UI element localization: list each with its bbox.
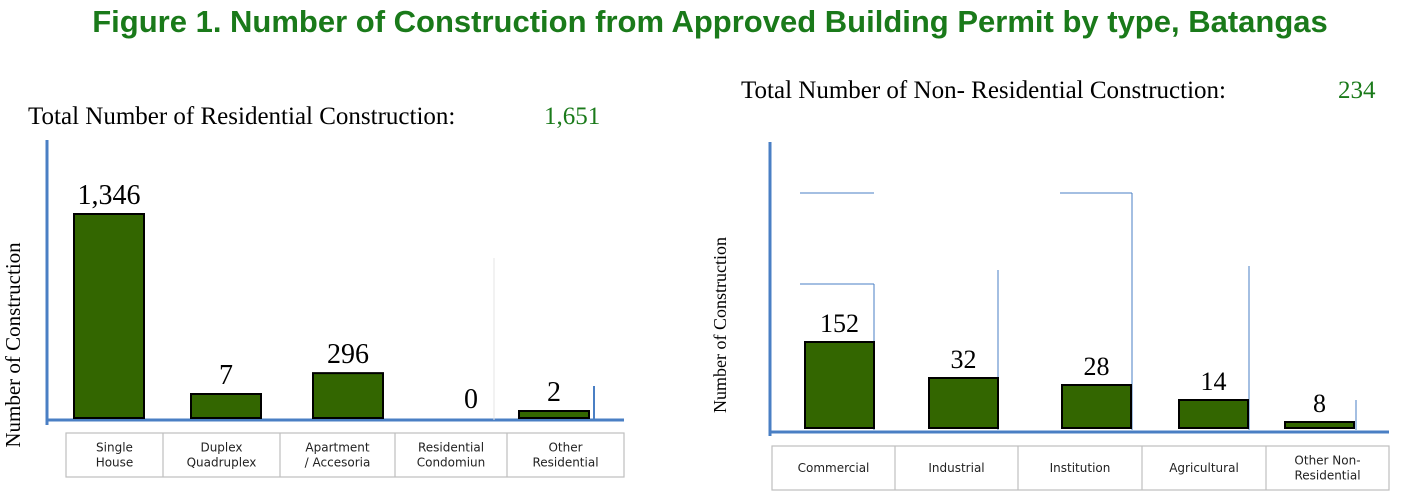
residential-value-label-other-residential: 2 — [547, 377, 561, 408]
residential-category-table-frame — [65, 432, 625, 478]
nonresidential-bars: 152 32 28 14 8 — [804, 309, 1355, 429]
residential-category-label: / Accesoria — [305, 456, 371, 470]
figure-title: Figure 1. Number of Construction from Ap… — [92, 4, 1328, 39]
residential-bar-duplex-quadruplex — [190, 393, 262, 419]
nonresidential-category-label: Commercial — [798, 461, 870, 475]
residential-total-value: 1,651 — [544, 103, 600, 130]
residential-value-label-duplex-quadruplex: 7 — [219, 360, 233, 391]
residential-category-label: Condomiun — [417, 456, 486, 470]
nonresidential-bar-industrial — [928, 377, 999, 429]
nonresidential-category-label: Industrial — [928, 461, 984, 475]
residential-bars: 1,346 7 296 0 2 — [73, 180, 590, 419]
nonresidential-bar-institution — [1061, 384, 1132, 429]
nonresidential-category-label: Residential — [1294, 469, 1360, 483]
residential-category-label: Duplex — [200, 441, 242, 455]
residential-category-label: Residential — [532, 456, 598, 470]
residential-bar-other-residential — [518, 410, 590, 419]
nonresidential-category-label: Other Non- — [1294, 454, 1360, 468]
residential-category-label: Single — [96, 441, 133, 455]
nonresidential-bar-agricultural — [1178, 399, 1249, 429]
residential-value-label-residential-condomiun: 0 — [464, 384, 478, 415]
residential-value-label-apartment-accesoria: 296 — [327, 339, 369, 370]
nonresidential-value-label-agricultural: 14 — [1201, 367, 1227, 396]
residential-category-label: Residential — [418, 441, 484, 455]
residential-bar-single-house — [73, 213, 145, 419]
residential-category-label: House — [96, 456, 134, 470]
residential-value-label-single-house: 1,346 — [78, 180, 141, 211]
nonresidential-y-axis-label: Number of Construction — [710, 237, 730, 413]
residential-total-label: Total Number of Residential Construction… — [28, 103, 455, 130]
residential-y-axis-label: Number of Construction — [1, 242, 25, 448]
nonresidential-value-label-commercial: 152 — [820, 309, 859, 338]
nonresidential-bar-commercial — [804, 341, 875, 429]
nonresidential-category-label: Institution — [1050, 461, 1111, 475]
nonresidential-bar-other-non-residential — [1284, 421, 1355, 429]
nonresidential-total-label: Total Number of Non- Residential Constru… — [741, 77, 1226, 104]
nonresidential-chart: Total Number of Non- Residential Constru… — [710, 77, 1390, 491]
nonresidential-category-table-frame — [771, 445, 1390, 491]
nonresidential-category-table: Commercial Industrial Institution Agricultu… — [771, 445, 1390, 491]
nonresidential-value-label-industrial: 32 — [951, 345, 977, 374]
residential-chart: Total Number of Residential Construction… — [1, 103, 625, 478]
residential-category-label: Quadruplex — [187, 456, 257, 470]
residential-category-label: Apartment — [305, 441, 369, 455]
nonresidential-value-label-other-non-residential: 8 — [1313, 389, 1326, 418]
nonresidential-value-label-institution: 28 — [1084, 352, 1110, 381]
residential-bar-apartment-accesoria — [312, 372, 384, 419]
nonresidential-total-value: 234 — [1338, 77, 1376, 104]
nonresidential-category-label: Agricultural — [1169, 461, 1239, 475]
residential-category-label: Other — [548, 441, 582, 455]
